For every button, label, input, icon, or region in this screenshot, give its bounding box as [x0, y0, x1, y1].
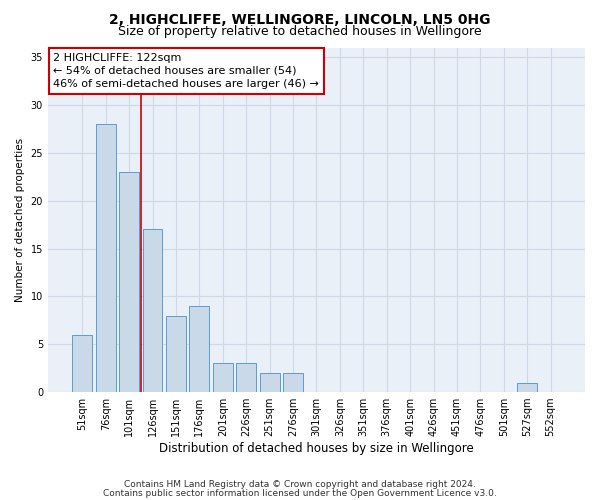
Bar [213, 364, 233, 392]
Bar [119, 172, 139, 392]
Bar [283, 373, 303, 392]
Bar [96, 124, 116, 392]
Bar [143, 230, 163, 392]
Text: Contains HM Land Registry data © Crown copyright and database right 2024.: Contains HM Land Registry data © Crown c… [124, 480, 476, 489]
Bar [236, 364, 256, 392]
Bar [517, 382, 537, 392]
Y-axis label: Number of detached properties: Number of detached properties [15, 138, 25, 302]
Bar [190, 306, 209, 392]
Text: 2, HIGHCLIFFE, WELLINGORE, LINCOLN, LN5 0HG: 2, HIGHCLIFFE, WELLINGORE, LINCOLN, LN5 … [109, 12, 491, 26]
Text: Contains public sector information licensed under the Open Government Licence v3: Contains public sector information licen… [103, 489, 497, 498]
Bar [166, 316, 186, 392]
Bar [73, 334, 92, 392]
Text: Size of property relative to detached houses in Wellingore: Size of property relative to detached ho… [118, 25, 482, 38]
Text: 2 HIGHCLIFFE: 122sqm
← 54% of detached houses are smaller (54)
46% of semi-detac: 2 HIGHCLIFFE: 122sqm ← 54% of detached h… [53, 52, 319, 89]
X-axis label: Distribution of detached houses by size in Wellingore: Distribution of detached houses by size … [159, 442, 474, 455]
Bar [260, 373, 280, 392]
